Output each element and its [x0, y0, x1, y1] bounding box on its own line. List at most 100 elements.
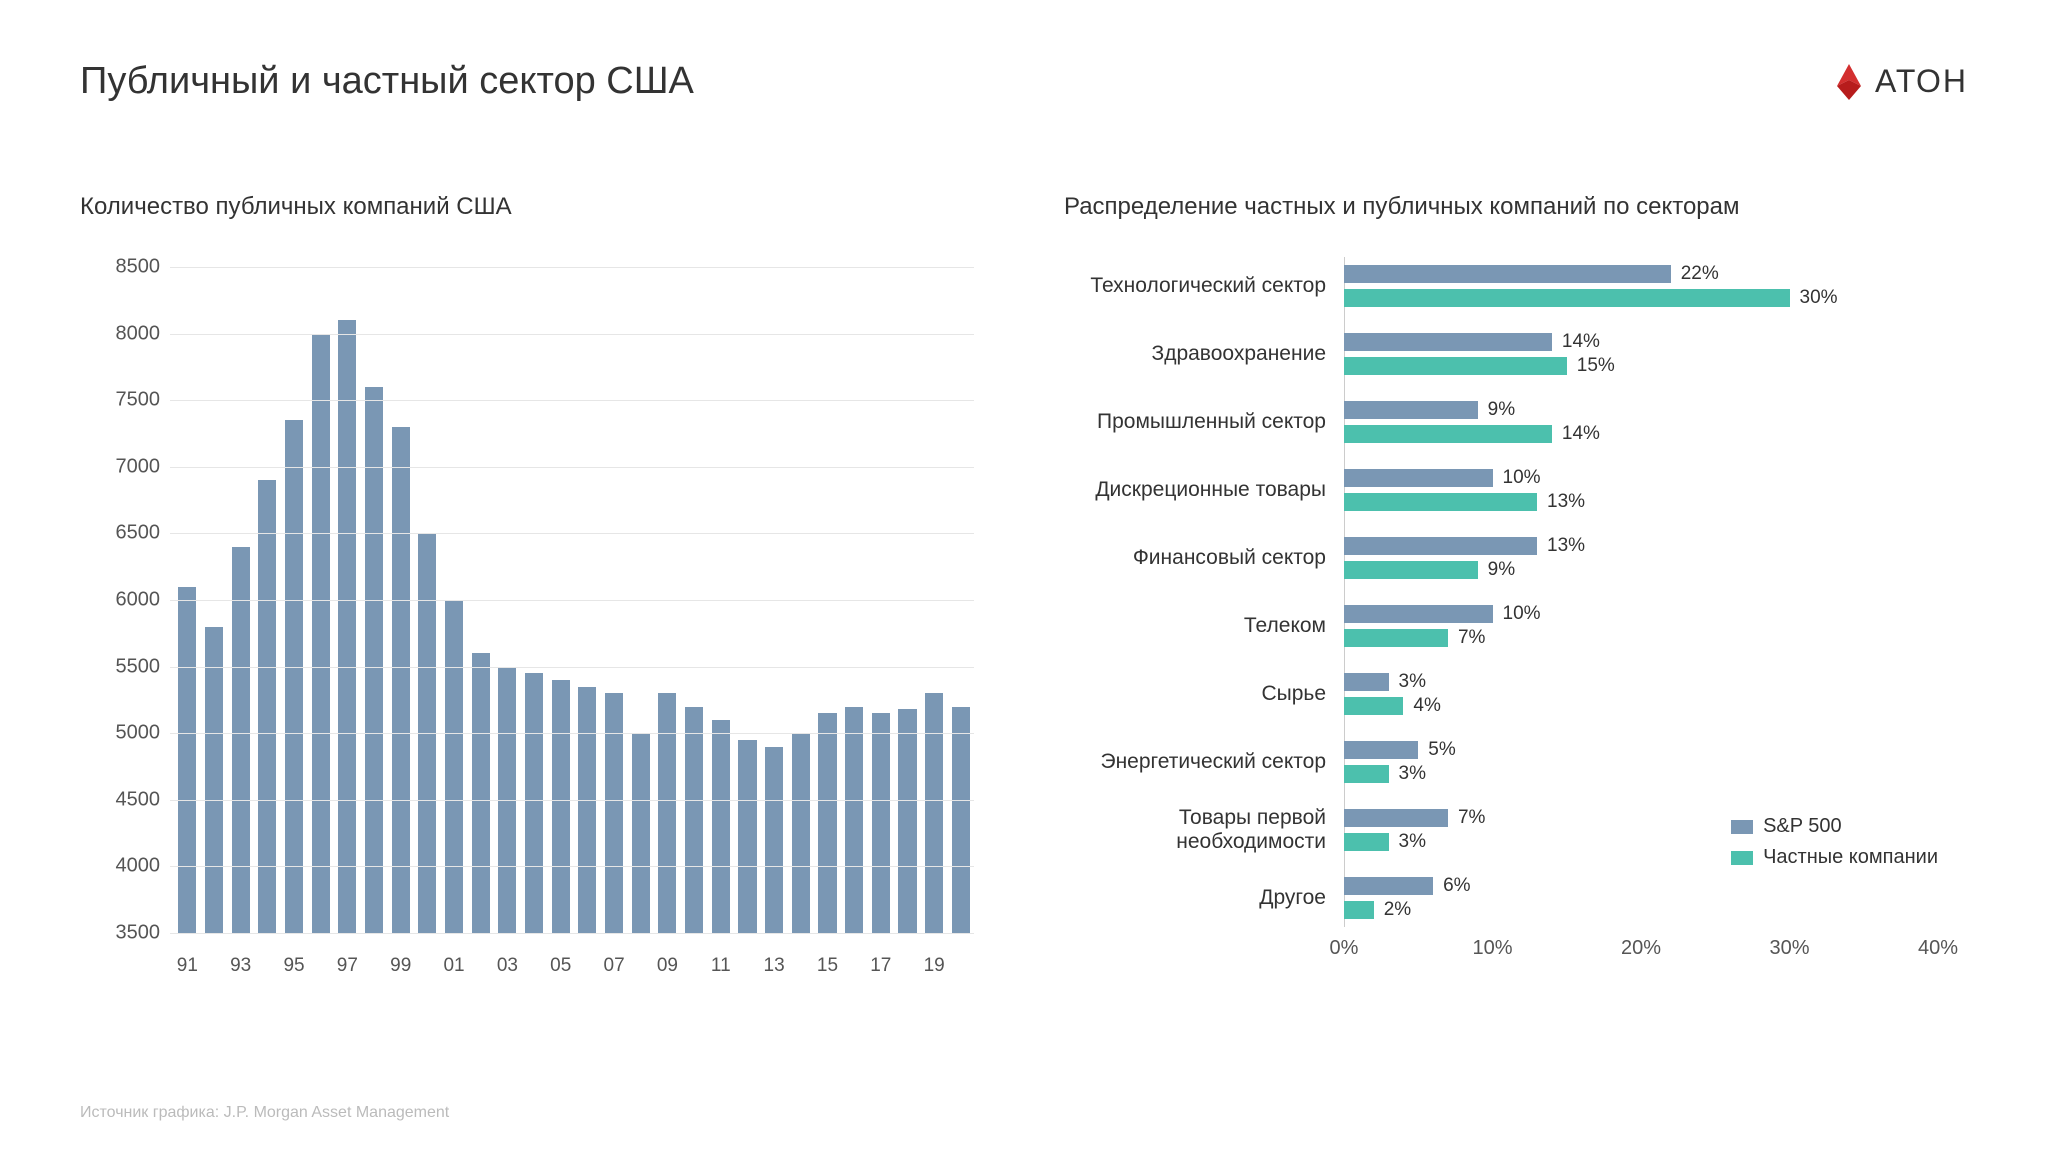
legend-swatch	[1731, 851, 1753, 865]
bar-rect	[818, 713, 836, 933]
bar-rect	[925, 693, 943, 933]
right-x-axis: 0%10%20%30%40%	[1344, 937, 1938, 967]
category-label: Товары первой необходимости	[1074, 806, 1344, 854]
bar-rect	[178, 587, 196, 933]
x-tick-label	[841, 955, 868, 977]
bar-rect	[605, 693, 623, 933]
bar-rect	[472, 653, 490, 933]
x-tick-label: 11	[707, 955, 734, 977]
bar-rect	[258, 480, 276, 933]
x-tick-label	[627, 955, 654, 977]
y-tick-label: 5000	[80, 722, 160, 745]
x-tick-label: 15	[814, 955, 841, 977]
bar	[734, 740, 761, 933]
bar-rect	[525, 673, 543, 933]
hbar-value-label: 7%	[1458, 807, 1485, 829]
legend: S&P 500 Частные компании	[1731, 815, 1938, 877]
x-tick-label	[574, 955, 601, 977]
gridline	[170, 334, 974, 335]
gridline	[170, 467, 974, 468]
legend-item: S&P 500	[1731, 815, 1938, 838]
x-tick-label	[307, 955, 334, 977]
x-tick-label	[414, 955, 441, 977]
hbar-value-label: 2%	[1384, 899, 1411, 921]
hbar-value-label: 4%	[1413, 695, 1440, 717]
bar	[574, 687, 601, 933]
bar	[281, 420, 308, 933]
bar-rect	[365, 387, 383, 933]
hbar-value-label: 14%	[1562, 331, 1600, 353]
y-tick-label: 4000	[80, 855, 160, 878]
hbar	[1344, 357, 1567, 375]
x-tick-label: 0%	[1330, 937, 1359, 960]
source-note: Источник графика: J.P. Morgan Asset Mana…	[80, 1104, 449, 1122]
bar	[601, 693, 628, 933]
x-tick-label: 05	[547, 955, 574, 977]
x-tick-label	[201, 955, 228, 977]
hbar	[1344, 561, 1478, 579]
x-tick-label	[467, 955, 494, 977]
left-bar-chart: 919395979901030507091113151719 350040004…	[80, 257, 984, 977]
page-title: Публичный и частный сектор США	[80, 60, 694, 103]
x-tick-label: 91	[174, 955, 201, 977]
hbar	[1344, 809, 1448, 827]
hbar	[1344, 537, 1537, 555]
x-tick-label: 19	[921, 955, 948, 977]
bar	[867, 713, 894, 933]
bar	[227, 547, 254, 933]
hbar	[1344, 833, 1389, 851]
hbar-value-label: 3%	[1399, 671, 1426, 693]
gridline	[170, 733, 974, 734]
bar-rect	[445, 600, 463, 933]
bar	[334, 320, 361, 933]
hbar	[1344, 605, 1493, 623]
hbar-value-label: 3%	[1399, 763, 1426, 785]
bar-rect	[898, 709, 916, 933]
hbar-value-label: 9%	[1488, 559, 1515, 581]
x-tick-label	[254, 955, 281, 977]
y-tick-label: 6500	[80, 522, 160, 545]
gridline	[170, 600, 974, 601]
hbar	[1344, 629, 1448, 647]
bar	[841, 707, 868, 933]
bar	[654, 693, 681, 933]
x-tick-label: 97	[334, 955, 361, 977]
bar	[947, 707, 974, 933]
gridline	[170, 866, 974, 867]
bar	[707, 720, 734, 933]
y-tick-label: 7500	[80, 389, 160, 412]
logo-icon	[1829, 62, 1869, 102]
x-tick-label: 20%	[1621, 937, 1661, 960]
right-chart-title: Распределение частных и публичных компан…	[1064, 193, 1968, 221]
bar-rect	[792, 733, 810, 933]
bar	[547, 680, 574, 933]
bar	[787, 733, 814, 933]
bar	[387, 427, 414, 933]
right-chart-panel: Распределение частных и публичных компан…	[1064, 183, 1968, 977]
bar	[521, 673, 548, 933]
hbar-value-label: 6%	[1443, 875, 1470, 897]
hbar	[1344, 877, 1433, 895]
left-chart-title: Количество публичных компаний США	[80, 193, 984, 221]
bar	[174, 587, 201, 933]
hbar	[1344, 901, 1374, 919]
y-tick-label: 5500	[80, 655, 160, 678]
hbar-value-label: 10%	[1503, 603, 1541, 625]
bar	[627, 733, 654, 933]
x-tick-label: 03	[494, 955, 521, 977]
hbar	[1344, 265, 1671, 283]
x-tick-label: 09	[654, 955, 681, 977]
hbar	[1344, 493, 1537, 511]
hbar	[1344, 289, 1790, 307]
category-label: Дискреционные товары	[1074, 478, 1344, 502]
legend-label: S&P 500	[1763, 815, 1842, 838]
x-tick-label: 93	[227, 955, 254, 977]
hbar-value-label: 30%	[1800, 287, 1838, 309]
left-chart-panel: Количество публичных компаний США 919395…	[80, 183, 984, 977]
bar-rect	[205, 627, 223, 933]
bar-rect	[738, 740, 756, 933]
hbar	[1344, 697, 1403, 715]
legend-label: Частные компании	[1763, 846, 1938, 869]
bar-rect	[312, 334, 330, 933]
hbar-value-label: 13%	[1547, 491, 1585, 513]
